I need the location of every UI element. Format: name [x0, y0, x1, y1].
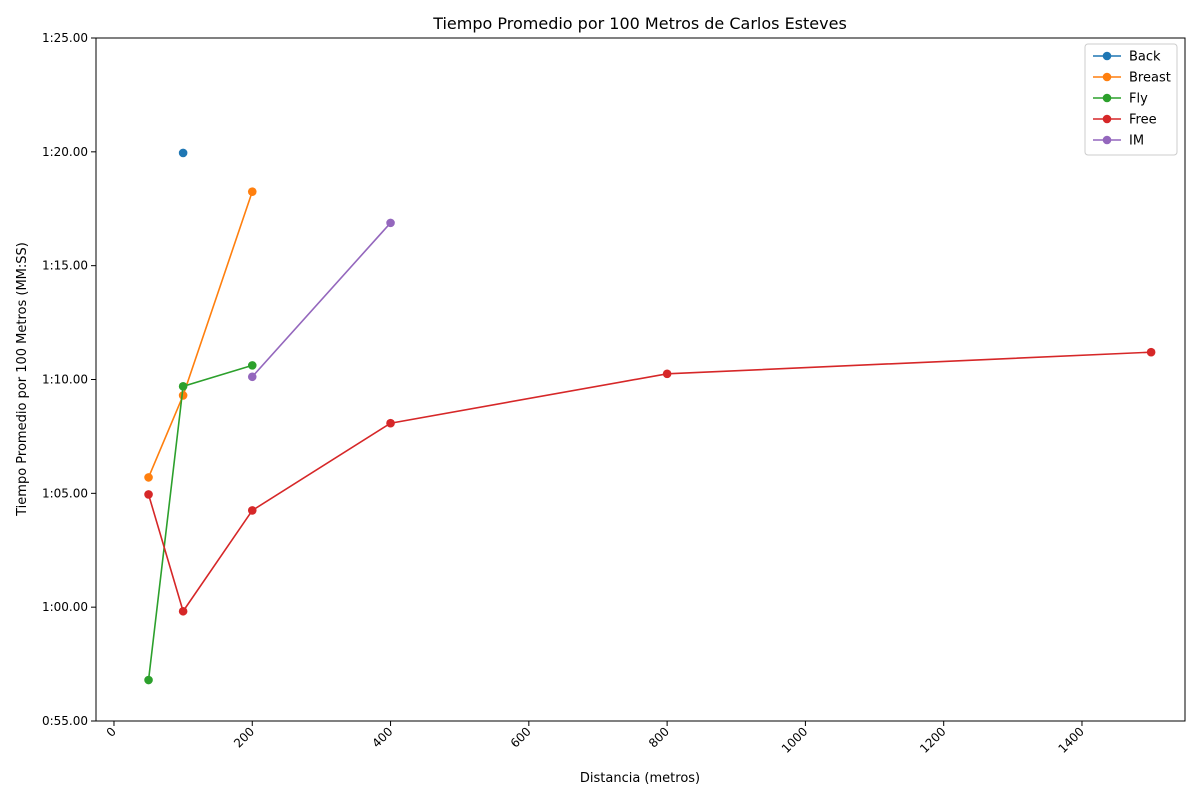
series-line-free	[147, 351, 1152, 614]
data-point-fly	[178, 382, 188, 391]
legend-marker-im	[1102, 135, 1112, 145]
legend: Back Breast Fly Free IM	[1084, 43, 1178, 156]
y-tick-label: 1:00.00	[42, 600, 88, 614]
y-tick-label: 1:25.00	[42, 31, 88, 45]
data-point-free	[178, 606, 188, 616]
series-line-im	[251, 222, 392, 378]
data-point-free	[386, 418, 395, 428]
data-point-fly	[247, 361, 257, 370]
data-point-free	[144, 490, 153, 499]
data-point-im	[386, 218, 395, 228]
data-point-free	[247, 506, 257, 515]
x-axis-label: Distancia (metros)	[580, 771, 700, 786]
data-point-free	[662, 369, 672, 379]
y-tick-label: 1:10.00	[42, 373, 88, 387]
legend-marker-fly	[1102, 93, 1112, 103]
data-point-free	[1146, 347, 1156, 357]
legend-label-breast: Breast	[1129, 71, 1171, 86]
legend-label-back: Back	[1129, 50, 1161, 65]
data-point-breast	[178, 391, 188, 400]
y-tick-label: 0:55.00	[42, 714, 88, 728]
data-point-im	[247, 372, 257, 382]
legend-box	[1084, 43, 1178, 156]
data-point-fly	[144, 675, 153, 685]
legend-label-im: IM	[1129, 134, 1144, 149]
legend-label-free: Free	[1129, 113, 1157, 128]
y-tick-label: 1:20.00	[42, 145, 88, 159]
legend-label-fly: Fly	[1129, 92, 1148, 107]
data-point-breast	[144, 473, 153, 482]
chart-title: Tiempo Promedio por 100 Metros de Carlos…	[432, 14, 847, 33]
legend-marker-back	[1102, 51, 1112, 61]
y-axis-label: Tiempo Promedio por 100 Metros (MM:SS)	[15, 242, 30, 517]
data-point-back	[178, 148, 188, 158]
y-tick-label: 1:05.00	[42, 486, 88, 500]
legend-marker-free	[1102, 114, 1112, 124]
legend-marker-breast	[1102, 72, 1112, 82]
plot-area	[144, 148, 1156, 685]
data-point-breast	[247, 187, 257, 196]
y-tick-label: 1:15.00	[42, 259, 88, 273]
